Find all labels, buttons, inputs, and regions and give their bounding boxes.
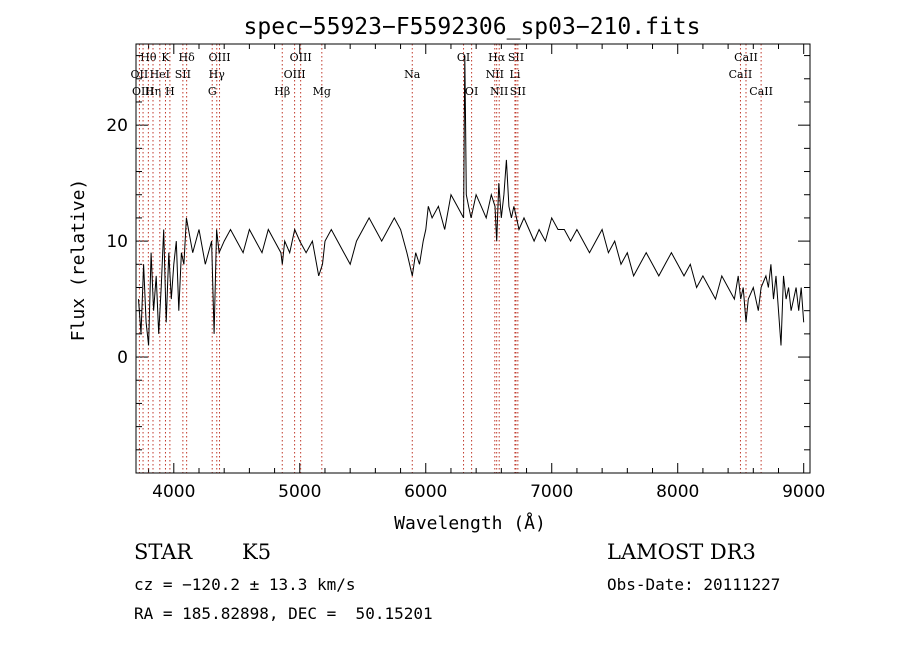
spectral-line-label: CaII bbox=[734, 51, 758, 64]
spectral-line-label: Hβ bbox=[274, 85, 290, 98]
spectral-line-label: Hα bbox=[488, 51, 506, 64]
x-tick-label: 4000 bbox=[152, 482, 195, 502]
spectral-line-label: H bbox=[165, 85, 175, 98]
spectral-line-label: NII bbox=[486, 68, 504, 81]
y-tick-label: 10 bbox=[106, 232, 128, 252]
spectral-line-label: SII bbox=[510, 85, 526, 98]
spectral-line-label: OIII bbox=[284, 68, 306, 81]
spectral-line-label: G bbox=[208, 85, 217, 98]
y-tick-label: 20 bbox=[106, 116, 128, 136]
spectral-line-label: Hγ bbox=[209, 68, 226, 81]
object-class: STAR bbox=[134, 540, 193, 564]
spectral-line-label: CaII bbox=[749, 85, 773, 98]
object-subclass: K5 bbox=[242, 540, 272, 564]
spectral-line-label: HeI bbox=[150, 68, 170, 81]
redshift-cz: cz = −120.2 ± 13.3 km/s bbox=[134, 575, 356, 594]
spectral-line-label: SII bbox=[508, 51, 524, 64]
spectral-line-label: OI bbox=[457, 51, 470, 64]
spectral-line-label: NII bbox=[490, 85, 508, 98]
spectral-line-label: Mg bbox=[313, 85, 331, 98]
spectral-line-label: Hδ bbox=[179, 51, 196, 64]
chart-title: spec−55923−F5592306_sp03−210.fits bbox=[244, 14, 701, 40]
observation-date: Obs-Date: 20111227 bbox=[607, 575, 781, 594]
spectral-line-label: OIII bbox=[290, 51, 312, 64]
spectral-line-label: OII bbox=[131, 68, 149, 81]
spectral-line-label: OIII bbox=[208, 51, 230, 64]
x-tick-label: 8000 bbox=[656, 482, 699, 502]
spectral-line-label: Li bbox=[510, 68, 521, 81]
x-tick-label: 6000 bbox=[404, 482, 447, 502]
survey-name: LAMOST DR3 bbox=[607, 540, 756, 564]
spectral-line-label: OI bbox=[465, 85, 478, 98]
spectral-line-label: OIII bbox=[132, 85, 154, 98]
spectrum-series-line bbox=[138, 55, 805, 346]
x-tick-label: 5000 bbox=[278, 482, 321, 502]
spectral-line-label: SII bbox=[175, 68, 191, 81]
spectral-line-label: K bbox=[161, 51, 170, 64]
spectral-line-label: CaII bbox=[729, 68, 753, 81]
coordinates: RA = 185.82898, DEC = 50.15201 bbox=[134, 604, 433, 623]
x-tick-label: 9000 bbox=[782, 482, 825, 502]
x-axis-label: Wavelength (Å) bbox=[394, 512, 546, 534]
y-tick-label: 0 bbox=[117, 348, 128, 368]
y-axis-label: Flux (relative) bbox=[68, 179, 89, 342]
spectral-line-label: Na bbox=[404, 68, 421, 81]
spectral-line-label: Hη bbox=[145, 85, 161, 98]
x-tick-label: 7000 bbox=[530, 482, 573, 502]
plot-frame bbox=[135, 43, 811, 474]
